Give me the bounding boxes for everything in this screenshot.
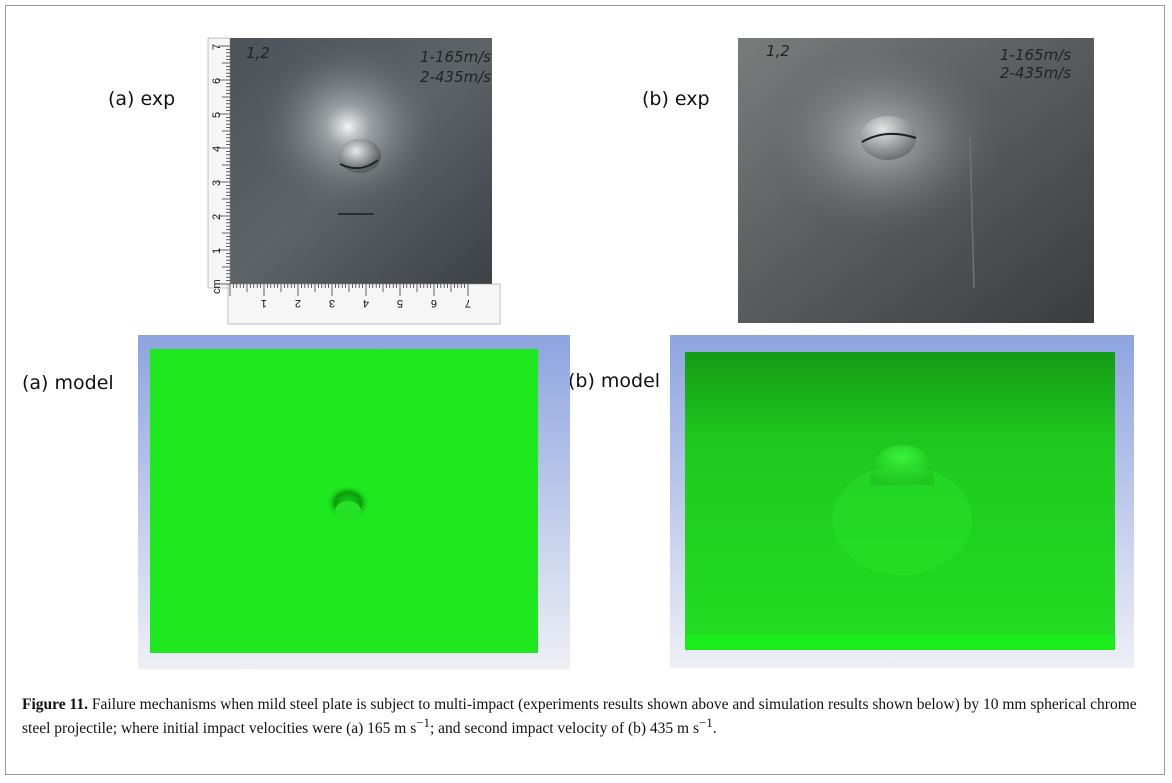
photo-b-exp: 1,2 1-165m/s 2-435m/s (738, 38, 1094, 323)
ruler-label: 2 (211, 214, 223, 220)
ruler-label: 6 (431, 297, 437, 309)
superscript: −1 (699, 715, 713, 730)
ruler-label: 3 (211, 180, 223, 186)
page: {"panels": { "a_exp": {"label": "(a) exp… (0, 0, 1172, 783)
caption-text: . (713, 720, 717, 737)
ruler-unit: cm (211, 279, 223, 294)
ruler-label: 7 (465, 297, 471, 309)
ruler-label: 4 (211, 146, 223, 152)
handwritten-note: 1,2 (246, 44, 270, 62)
ruler-label: 7 (211, 44, 223, 50)
panel-label: (a) exp (108, 88, 175, 110)
model-b (670, 335, 1134, 668)
panel-label: (b) exp (642, 88, 710, 110)
caption-text: ; and second impact velocity of (b) 435 … (430, 720, 699, 737)
handwritten-note: 1,2 (766, 42, 790, 60)
panel-label: (b) model (568, 370, 660, 392)
superscript: −1 (416, 715, 430, 730)
handwritten-note: 1-165m/s (420, 48, 491, 66)
ruler-label: 2 (295, 297, 301, 309)
handwritten-note: 2-435m/s (1000, 64, 1071, 82)
ruler-label: 3 (329, 297, 335, 309)
ruler-label: 1 (211, 248, 223, 254)
photo-a-exp: 1 1 2 2 3 3 4 4 5 5 6 6 7 7 1,2 1-165m/s 2-435m/s cm (198, 36, 502, 328)
model-a (138, 335, 570, 669)
handwritten-note: 1-165m/s (1000, 46, 1071, 64)
figure-number: Figure 11. (22, 696, 88, 713)
ruler-label: 5 (397, 297, 403, 309)
panel-label: (a) model (22, 372, 114, 394)
ruler-label: 4 (363, 297, 369, 309)
figure-caption: Figure 11. Failure mechanisms when mild … (22, 696, 1152, 738)
ruler-label: 1 (261, 297, 267, 309)
ruler-label: 5 (211, 112, 223, 118)
ruler-label: 6 (211, 78, 223, 84)
handwritten-note: 2-435m/s (420, 68, 491, 86)
